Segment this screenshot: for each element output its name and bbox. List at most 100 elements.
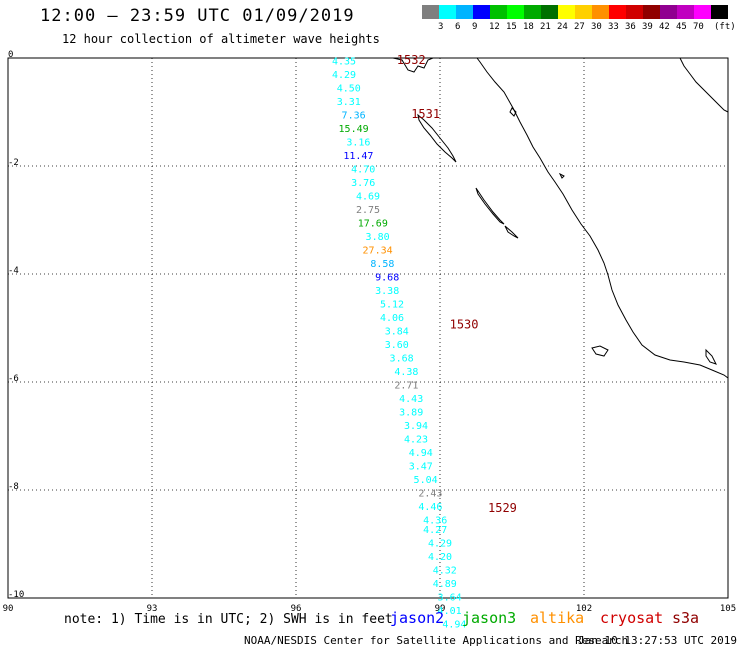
wave-height-value: 2.43: [418, 489, 442, 500]
pass-number: 1529: [488, 501, 517, 515]
wave-height-value: 8.58: [370, 259, 394, 270]
legend-swatch: [422, 5, 439, 19]
wave-height-value: 15.49: [339, 124, 369, 135]
x-tick-label: 93: [147, 604, 158, 614]
pass-number: 1531: [411, 107, 440, 121]
legend-tick-label: 18: [523, 22, 534, 32]
wave-height-value: 3.76: [351, 178, 375, 189]
legend-swatch: [711, 5, 728, 19]
sipura-island: [504, 225, 519, 239]
legend-swatch: [558, 5, 575, 19]
coastline: [392, 57, 729, 379]
legend-swatch: [456, 5, 473, 19]
wave-height-value: 4.32: [433, 565, 457, 576]
wave-height-value: 3.68: [390, 354, 414, 365]
wave-height-value: 4.29: [428, 538, 452, 549]
legend-swatch: [643, 5, 660, 19]
x-tick-label: 90: [3, 604, 14, 614]
wave-height-value: 3.38: [375, 286, 399, 297]
legend-swatch: [592, 5, 609, 19]
wave-height-value: 4.43: [399, 394, 423, 405]
legend-tick-label: 9: [472, 22, 478, 32]
sumatra-coast-main: [476, 57, 729, 379]
x-tick-label: 96: [291, 604, 302, 614]
legend-tick-label: 42: [659, 22, 670, 32]
pass-number: 1532: [397, 53, 426, 67]
x-tick-label: 102: [576, 604, 592, 614]
pass-number-labels: 1532 1531 1530 1529: [397, 53, 517, 515]
wave-height-value: 4.01: [438, 606, 462, 617]
satellite-label-s3a: s3a: [672, 609, 700, 627]
axis-labels: 90 93 96 99 102 105 0 -2 -4 -6 -8 -10: [3, 50, 737, 614]
wave-height-value: 2.75: [356, 205, 380, 216]
wave-height-value: 4.94: [409, 448, 433, 459]
legend-tick-label: 6: [455, 22, 461, 32]
wave-height-value: 11.47: [343, 151, 373, 162]
y-tick-label: -8: [8, 482, 19, 492]
legend-swatch: [677, 5, 694, 19]
wave-height-value: 3.84: [385, 327, 409, 338]
small-islet-1: [509, 107, 517, 117]
wave-height-value: 17.69: [358, 219, 388, 230]
legend-swatch: [524, 5, 541, 19]
wave-height-value: 4.94: [442, 619, 466, 630]
x-tick-label: 105: [720, 604, 736, 614]
wave-height-value: 4.38: [394, 367, 418, 378]
wave-height-value: 4.29: [332, 70, 356, 81]
legend-swatch: [490, 5, 507, 19]
wave-height-value: 5.04: [414, 475, 438, 486]
legend-tick-label: 3: [438, 22, 444, 32]
nias-island: [417, 113, 457, 163]
y-tick-label: -4: [8, 266, 19, 276]
siberut-island: [475, 187, 505, 225]
wave-height-value: 4.36: [423, 516, 447, 527]
enggano-island: [705, 348, 717, 365]
wave-height-value: 3.16: [346, 138, 370, 149]
legend-unit: (ft): [714, 22, 736, 32]
generation-timestamp: Jan 10 13:27:53 UTC 2019: [578, 634, 737, 647]
satellite-label-altika: altika: [530, 609, 585, 627]
legend-tick-label: 30: [591, 22, 602, 32]
wave-height-value: 3.64: [438, 592, 462, 603]
wave-height-value: 2.71: [394, 381, 418, 392]
satellite-label-cryosat: cryosat: [600, 609, 664, 627]
legend-tick-label: 12: [489, 22, 500, 32]
satellite-label-jason2: jason2: [390, 609, 445, 627]
wave-height-value: 4.06: [380, 313, 404, 324]
pagai-island: [591, 345, 609, 357]
legend-tick-label: 21: [540, 22, 551, 32]
wave-height-value: 4.89: [433, 579, 457, 590]
legend-swatch: [660, 5, 677, 19]
legend-swatch: [473, 5, 490, 19]
legend-tick-label: 24: [557, 22, 568, 32]
legend-swatch: [694, 5, 711, 19]
wave-height-value: 7.36: [342, 111, 366, 122]
x-tick-label: 99: [435, 604, 446, 614]
wave-height-observations: 4.35 4.29 4.50 3.31 7.36 15.49 3.16 11.47 4.70 3.…: [332, 57, 466, 631]
legend-swatch: [626, 5, 643, 19]
legend-tick-label: 70: [693, 22, 704, 32]
legend-swatch: [575, 5, 592, 19]
peninsula-coast: [679, 57, 729, 113]
wave-height-value: 4.23: [404, 435, 428, 446]
wave-height-value: 9.68: [375, 273, 399, 284]
wave-height-value: 27.34: [363, 246, 393, 257]
legend-tick-label: 39: [642, 22, 653, 32]
legend-tick-label: 45: [676, 22, 687, 32]
pass-number: 1530: [450, 318, 479, 332]
legend-tick-label: 27: [574, 22, 585, 32]
wave-height-value: 4.35: [332, 57, 356, 68]
legend-swatch: [609, 5, 626, 19]
credit-line: NOAA/NESDIS Center for Satellite Applica…: [244, 634, 629, 647]
legend-tick-label: 15: [506, 22, 517, 32]
small-islet-2: [558, 172, 565, 179]
y-tick-label: -10: [8, 590, 24, 600]
legend-tick-label: 33: [608, 22, 619, 32]
wave-height-value: 4.20: [428, 552, 452, 563]
wave-height-value: 3.31: [337, 97, 361, 108]
y-tick-label: -2: [8, 158, 19, 168]
wave-height-value: 3.80: [366, 232, 390, 243]
page-title: 12:00 – 23:59 UTC 01/09/2019: [40, 6, 355, 26]
wave-height-value: 4.27: [423, 525, 447, 536]
